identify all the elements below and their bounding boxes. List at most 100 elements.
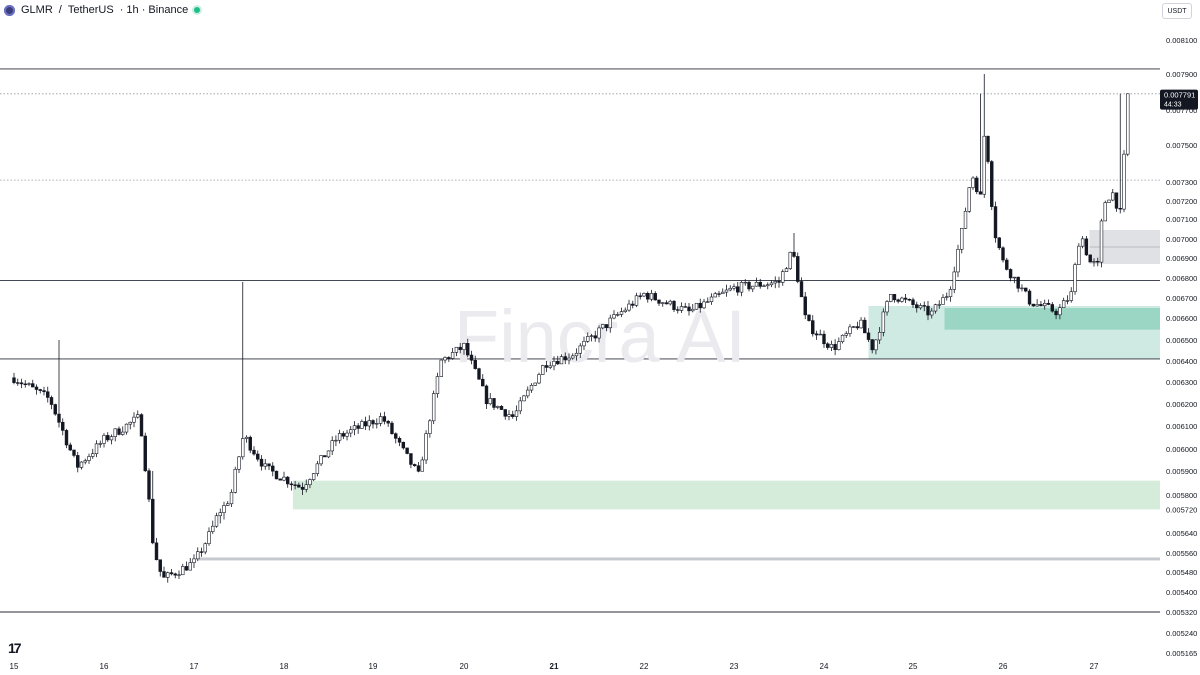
candle-body [713, 293, 717, 298]
candle-body [728, 287, 732, 291]
time-tick-label: 23 [730, 662, 739, 671]
candle-body [128, 421, 132, 425]
candle-body [866, 332, 871, 340]
candle-body [363, 421, 368, 427]
candle-body [248, 436, 252, 451]
candle-body [903, 297, 908, 300]
candle-body [34, 386, 39, 390]
candle-body [706, 301, 710, 303]
candle-body [177, 574, 181, 576]
candle-body [158, 559, 162, 572]
candle-body [930, 310, 934, 316]
candle-body [781, 271, 785, 283]
time-tick-label: 17 [190, 662, 199, 671]
candle-body [507, 414, 511, 417]
candle-body [211, 525, 215, 532]
time-axis[interactable]: 15 16 17 18 19 20 21 22 23 24 25 26 27 [10, 662, 1099, 671]
price-tick-label: 0.005240 [1166, 629, 1197, 638]
candle-body [859, 319, 863, 329]
candle-body [72, 449, 76, 456]
candle-body [382, 416, 387, 422]
candle-body [926, 305, 930, 316]
candle-body [214, 515, 219, 527]
candle-body [777, 281, 781, 283]
candle-body [226, 503, 230, 506]
candle-body [885, 301, 889, 313]
candle-body [1114, 192, 1119, 209]
symbol-header[interactable]: GLMR / TetherUS · 1h · Binance [0, 0, 201, 20]
candle-body [751, 285, 755, 290]
candle-body [758, 281, 762, 287]
candle-body [454, 346, 459, 353]
candle-body [218, 512, 222, 517]
candle-body [256, 453, 260, 460]
candle-body [473, 359, 477, 369]
candle-body [311, 473, 316, 480]
price-tick-label: 0.007700 [1166, 106, 1197, 115]
candle-body [982, 135, 986, 195]
candle-body [937, 304, 941, 306]
candle-body [892, 294, 897, 301]
candle-body [1065, 300, 1070, 302]
candle-body [222, 505, 226, 513]
candle-body [49, 397, 54, 405]
candle-body [956, 249, 960, 273]
candle-timer-label: 44:33 [1164, 102, 1182, 109]
candle-body [582, 341, 586, 347]
candle-body [567, 357, 571, 361]
candle-body [1103, 202, 1107, 222]
price-tick-label: 0.008100 [1166, 36, 1197, 45]
candle-body [563, 356, 567, 361]
price-axis[interactable]: 0.008100 0.007900 0.007700 0.007500 0.007300… [1166, 36, 1197, 658]
candle-body [702, 301, 706, 309]
candle-body [668, 300, 672, 305]
candle-body [323, 455, 327, 458]
time-tick-label: 26 [999, 662, 1008, 671]
candle-body [900, 297, 904, 302]
price-tick-label: 0.007200 [1166, 197, 1197, 206]
candle-body [518, 400, 522, 412]
candle-body [661, 302, 665, 304]
candle-body [439, 359, 443, 377]
candle-body [511, 414, 515, 417]
candle-body [1050, 304, 1054, 312]
tradingview-logo-icon[interactable]: 17 [8, 640, 22, 656]
candle-body [151, 498, 155, 544]
candle-body [526, 389, 530, 397]
price-tick-label: 0.005320 [1166, 608, 1197, 617]
candle-body [397, 438, 402, 443]
candle-body [679, 306, 684, 311]
candle-body [431, 393, 436, 422]
candle-body [109, 436, 114, 441]
candle-body [657, 299, 661, 304]
candle-body [589, 335, 594, 337]
candle-body [967, 187, 971, 212]
candle-body [631, 303, 635, 306]
candle-body [124, 423, 129, 433]
candle-body [803, 296, 807, 316]
candle-body [1092, 261, 1096, 263]
candle-body [619, 311, 624, 315]
candle-body [334, 439, 338, 442]
symbol-meta: · 1h · Binance [119, 4, 189, 16]
currency-unit-button[interactable]: USDT [1162, 3, 1192, 19]
price-tick-label: 0.006200 [1166, 400, 1197, 409]
candle-body [68, 444, 72, 451]
price-tick-label: 0.006900 [1166, 254, 1197, 263]
candle-body [578, 345, 582, 354]
candle-body [691, 308, 695, 312]
candle-body [83, 460, 87, 463]
candle-body [997, 237, 1001, 249]
candle-body [762, 285, 766, 287]
candle-body [945, 296, 949, 298]
market-status-icon [194, 7, 201, 13]
candle-body [169, 572, 174, 575]
candle-body [627, 303, 631, 311]
candle-body [315, 463, 320, 474]
candle-body [390, 422, 394, 434]
time-tick-label: 27 [1090, 662, 1099, 671]
candle-body [154, 542, 159, 561]
candle-body [1122, 153, 1126, 210]
candle-body [341, 433, 346, 437]
